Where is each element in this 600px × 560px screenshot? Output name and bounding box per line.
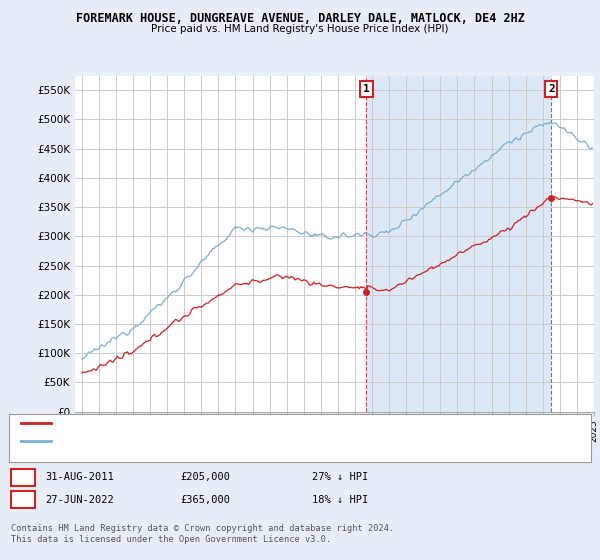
Text: HPI: Average price, detached house, Derbyshire Dales: HPI: Average price, detached house, Derb…: [57, 436, 362, 446]
Text: £365,000: £365,000: [180, 494, 230, 505]
Text: 27% ↓ HPI: 27% ↓ HPI: [312, 472, 368, 482]
Text: Price paid vs. HM Land Registry's House Price Index (HPI): Price paid vs. HM Land Registry's House …: [151, 24, 449, 34]
Text: 2: 2: [548, 84, 554, 94]
Text: 18% ↓ HPI: 18% ↓ HPI: [312, 494, 368, 505]
Text: 1: 1: [363, 84, 370, 94]
Text: £205,000: £205,000: [180, 472, 230, 482]
Text: Contains HM Land Registry data © Crown copyright and database right 2024.: Contains HM Land Registry data © Crown c…: [11, 524, 394, 533]
Text: FOREMARK HOUSE, DUNGREAVE AVENUE, DARLEY DALE, MATLOCK, DE4 2HZ: FOREMARK HOUSE, DUNGREAVE AVENUE, DARLEY…: [76, 12, 524, 25]
Text: 27-JUN-2022: 27-JUN-2022: [45, 494, 114, 505]
Text: FOREMARK HOUSE, DUNGREAVE AVENUE, DARLEY DALE, MATLOCK, DE4 2HZ (detached: FOREMARK HOUSE, DUNGREAVE AVENUE, DARLEY…: [57, 418, 486, 427]
Text: 2: 2: [19, 494, 26, 505]
Text: This data is licensed under the Open Government Licence v3.0.: This data is licensed under the Open Gov…: [11, 535, 331, 544]
Text: 31-AUG-2011: 31-AUG-2011: [45, 472, 114, 482]
Bar: [367, 76, 551, 412]
Text: 1: 1: [19, 472, 26, 482]
